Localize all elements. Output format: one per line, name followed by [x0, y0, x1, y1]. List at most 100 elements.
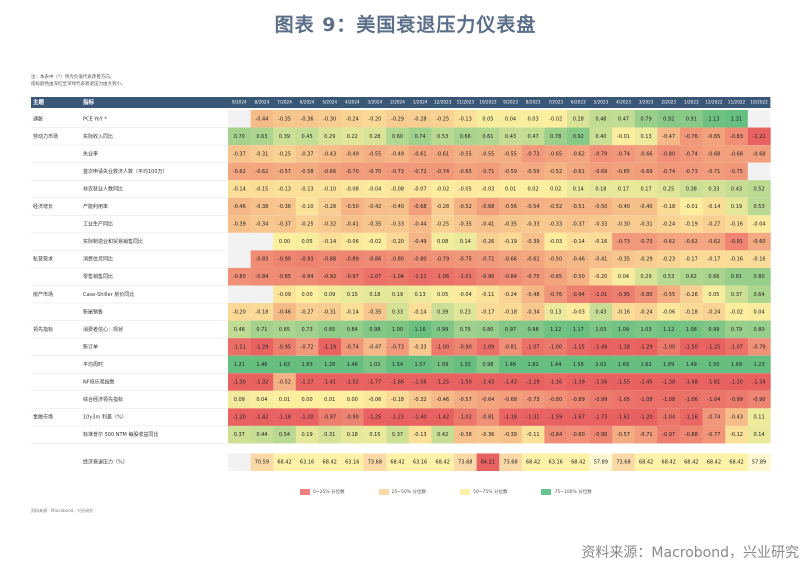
cell-4-19	[657, 180, 681, 198]
summary-cell-16	[589, 453, 613, 471]
cell-label-9-11: -0.90	[481, 274, 494, 280]
cell-16-10	[454, 390, 477, 409]
cell-5-8	[408, 197, 432, 216]
cell-15-11	[476, 373, 500, 391]
cell-17-19	[657, 408, 681, 426]
cell-13-5	[341, 338, 364, 356]
cell-label-18-21: -0.77	[707, 432, 720, 438]
cell-6-20	[680, 215, 703, 233]
cell-9-4	[318, 267, 342, 286]
cell-3-7	[386, 162, 410, 181]
note-line-1: 注：本表中（*）项为负值代表改善方向。	[31, 75, 115, 80]
cell-label-1-23: -1.21	[753, 134, 766, 140]
cell-empty-8-0	[228, 250, 251, 268]
cell-15-3	[295, 373, 319, 391]
cell-label-6-19: -0.24	[662, 222, 675, 228]
cell-label-9-23: 0.80	[754, 274, 765, 280]
cell-label-15-17: -1.55	[617, 380, 630, 386]
cell-7-8	[408, 232, 432, 251]
cell-label-17-17: -1.61	[617, 415, 630, 421]
cell-16-20	[680, 390, 703, 409]
cell-1-13	[521, 127, 545, 146]
row-indicator-8: 消费信贷同比	[83, 256, 113, 263]
cell-label-5-20: -0.01	[685, 204, 698, 210]
cell-16-14	[544, 390, 568, 409]
row-indicator-13: 新订单	[83, 343, 98, 350]
cell-label-11-15: -0.03	[572, 309, 585, 315]
cell-label-2-14: -0.65	[549, 151, 562, 157]
cell-9-0	[228, 267, 251, 286]
cell-label-8-8: -0.80	[414, 257, 427, 263]
cell-label-6-22: -0.16	[730, 222, 743, 228]
cell-14-21	[702, 355, 726, 374]
cell-label-11-16: 0.43	[595, 309, 606, 315]
cell-9-18	[634, 267, 658, 286]
cell-label-10-21: 0.05	[708, 292, 719, 298]
row-indicator-14: 平均周时	[83, 361, 103, 368]
cell-12-7	[386, 320, 410, 339]
cell-2-20	[680, 145, 703, 163]
cell-6-7	[386, 215, 410, 233]
cell-1-16	[589, 127, 613, 146]
cell-label-0-3: -0.36	[301, 116, 314, 122]
cell-label-4-7: -0.08	[391, 186, 404, 192]
cell-label-12-16: 1.03	[595, 327, 606, 333]
cell-label-0-21: 1.13	[708, 116, 719, 122]
column-header-13: 8/2023	[526, 100, 541, 105]
cell-3-13	[521, 162, 545, 181]
row-theme-0: 通胀	[33, 115, 43, 122]
cell-7-13	[521, 232, 545, 251]
cell-label-4-23: 0.52	[754, 186, 765, 192]
cell-label-14-15: 1.56	[573, 362, 584, 368]
summary-label-23: 57.89	[752, 460, 766, 466]
cell-label-8-16: -0.41	[594, 257, 607, 263]
column-header-14: 7/2023	[548, 100, 563, 105]
cell-10-4	[318, 285, 342, 304]
column-header-9: 12/2023	[434, 100, 452, 105]
cell-11-3	[295, 303, 319, 321]
cell-17-17	[612, 408, 636, 426]
cell-14-9	[431, 355, 455, 374]
cell-0-1	[250, 110, 274, 128]
row-indicator-11: 新屋销售	[83, 308, 103, 315]
cell-8-21	[702, 250, 726, 268]
cell-9-22	[725, 267, 749, 286]
cell-10-17	[612, 285, 636, 304]
cell-label-8-7: -0.80	[391, 257, 404, 263]
cell-label-5-5: -0.50	[346, 204, 359, 210]
cell-label-16-1: 0.04	[256, 397, 267, 403]
cell-13-0	[228, 338, 251, 356]
cell-label-2-6: -0.55	[368, 151, 381, 157]
cell-label-11-0: -0.20	[233, 309, 246, 315]
cell-13-22	[725, 338, 749, 356]
cell-10-9	[431, 285, 455, 304]
cell-label-2-9: -0.61	[436, 151, 449, 157]
cell-label-2-8: -0.61	[414, 151, 427, 157]
cell-empty-0-23	[747, 110, 771, 128]
cell-2-17	[612, 145, 636, 163]
cell-4-21	[702, 180, 726, 198]
cell-17-1	[250, 408, 274, 426]
cell-17-5	[341, 408, 364, 426]
cell-label-5-18: -0.40	[640, 204, 653, 210]
cell-label-8-23: -0.16	[753, 257, 766, 263]
cell-label-12-19: 1.12	[663, 327, 674, 333]
summary-cell-3	[295, 453, 319, 471]
cell-2-8	[408, 145, 432, 163]
cell-18-14	[544, 425, 568, 444]
cell-label-12-9: 0.99	[437, 327, 448, 333]
cell-label-10-2: -0.09	[278, 292, 291, 298]
cell-label-10-20: -0.26	[685, 292, 698, 298]
cell-label-5-10: -0.52	[459, 204, 472, 210]
cell-label-5-16: -0.50	[594, 204, 607, 210]
cell-label-17-12: -1.18	[504, 415, 517, 421]
cell-17-8	[408, 408, 432, 426]
summary-label-22: 68.42	[729, 460, 743, 466]
cell-3-6	[363, 162, 387, 181]
cell-label-9-14: -0.65	[549, 274, 562, 280]
cell-label-13-19: -1.00	[662, 344, 675, 350]
cell-3-2	[273, 162, 297, 181]
cell-label-11-12: -0.18	[504, 309, 517, 315]
cell-3-14	[544, 162, 568, 181]
cell-label-0-8: -0.28	[414, 116, 427, 122]
